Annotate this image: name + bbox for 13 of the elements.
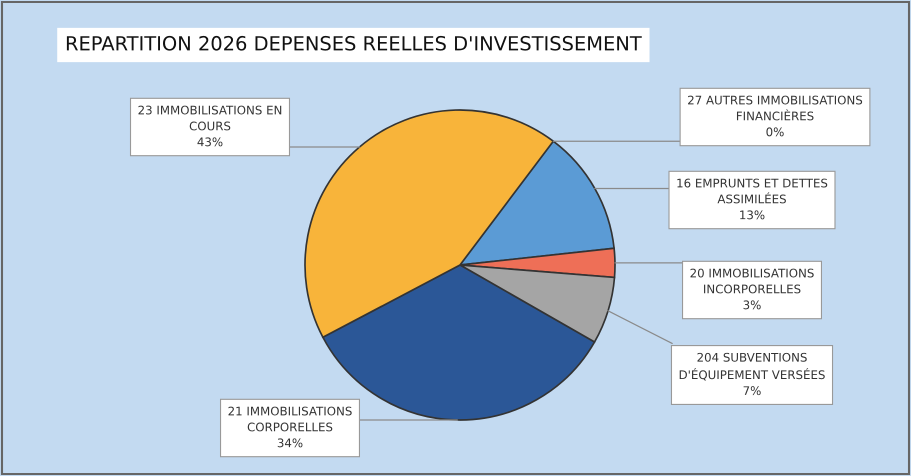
category-label: 27 AUTRES IMMOBILISATIONS FINANCIÈRES — [688, 96, 862, 120]
data-label: 3% — [744, 300, 761, 310]
slice-label: 20 IMMOBILISATIONS INCORPORELLES — [690, 268, 814, 294]
text: 0% — [766, 127, 784, 136]
slice-label: 21 IMMOBILISATIONS CORPORELLES — [228, 406, 352, 432]
chart-title: REPARTITION 2026 DEPENSES REELLES D'INVESTISSEMENT — [66, 36, 642, 51]
data-label: 13% — [740, 210, 764, 220]
data-label: 43% — [197, 137, 222, 146]
data-label: 7% — [744, 386, 761, 396]
slice-label: 16 EMPRUNTS ET DETTES ASSIMILÉES — [677, 178, 828, 204]
slice-label: 204 SUBVENTIONS D'ÉQUIPEMENT VERSÉES — [680, 352, 825, 381]
data-label: 34% — [278, 438, 302, 448]
slice-label: 23 IMMOBILISATIONS EN COURS — [138, 106, 282, 130]
